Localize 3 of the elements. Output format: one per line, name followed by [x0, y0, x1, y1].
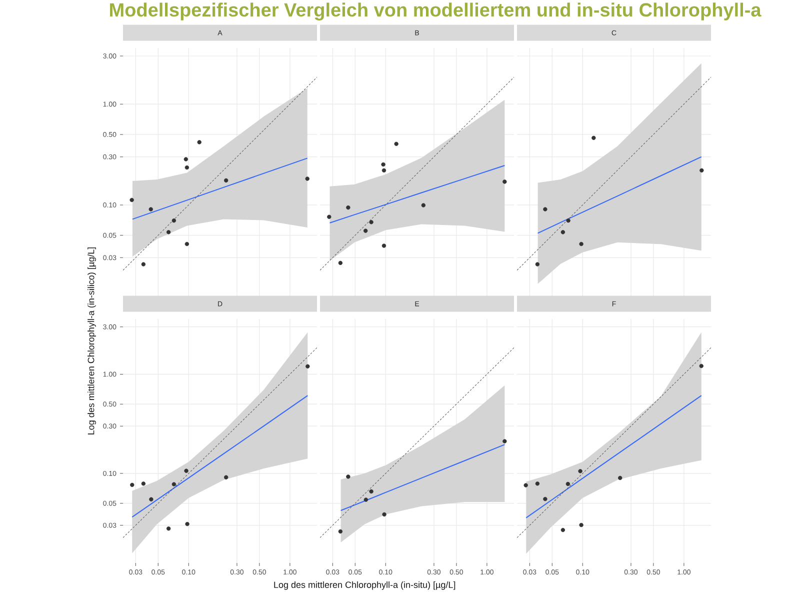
y-axis-title: Log des mittleren Chlorophyll-a (in-silico) [µg/L] [88, 248, 96, 434]
text: Modellspezifischer Vergleich von modelliertem und in-situ Chlorophyll-a [110, 2, 762, 20]
x-axis-title: Log des mittleren Chlorophyll-a (in-situ) [µg/L] [274, 581, 456, 590]
